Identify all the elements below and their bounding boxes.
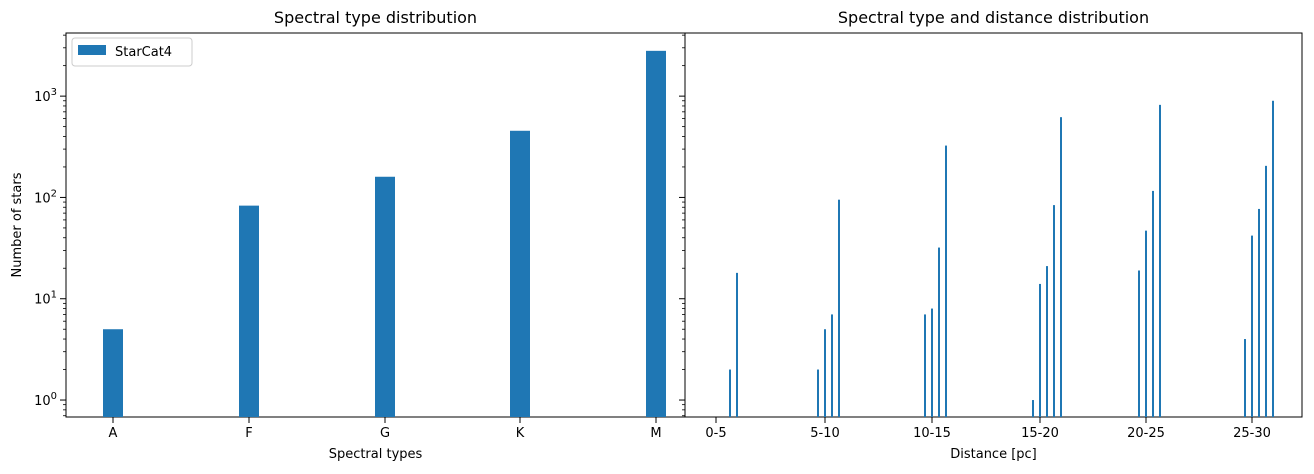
right-x-axis-label: Distance [pc] [950,447,1037,462]
x-tick-label: G [380,426,390,441]
x-tick-label: A [109,426,118,441]
bar-A [103,329,123,417]
bar-10-15-2 [938,247,940,417]
bar-20-25-2 [1152,190,1154,417]
x-tick-label: M [650,426,661,441]
x-tick-label: 10-15 [913,426,951,441]
bar-25-30-3 [1265,165,1267,417]
bar-5-10-1 [824,329,826,417]
bar-15-20-4 [1060,117,1062,417]
bar-5-10-2 [831,314,833,417]
x-tick-label: 15-20 [1021,426,1059,441]
bar-K [510,130,530,418]
left-panel: Spectral type distribution Spectral type… [10,8,686,462]
legend-swatch [78,45,106,55]
bar-15-20-1 [1039,283,1041,417]
bar-15-20-2 [1046,266,1048,417]
bar-25-30-2 [1258,208,1260,417]
x-tick-label: K [516,426,525,441]
bar-15-20-0 [1032,400,1034,417]
bar-20-25-0 [1138,270,1140,417]
bar-5-10-0 [817,369,819,417]
bar-25-30-4 [1272,100,1274,418]
bar-10-15-3 [945,145,947,417]
bar-5-10-3 [838,199,840,417]
legend: StarCat4 [71,37,193,67]
y-tick-label: 103 [34,87,57,105]
bar-0-5-4 [736,272,738,417]
bar-25-30-0 [1244,339,1246,417]
bar-M [646,50,666,417]
left-y-axis-label: Number of stars [10,172,25,277]
bar-10-15-0 [924,314,926,417]
y-tick-label: 100 [34,391,57,409]
bar-25-30-1 [1251,235,1253,417]
right-panel: Spectral type and distance distribution … [679,8,1303,462]
left-x-axis-label: Spectral types [329,447,423,462]
legend-label: StarCat4 [115,45,172,60]
bar-10-15-1 [931,308,933,417]
right-chart-title: Spectral type and distance distribution [838,8,1149,27]
bar-15-20-3 [1053,205,1055,417]
bar-20-25-1 [1145,230,1147,417]
x-tick-label: 5-10 [810,426,840,441]
bar-20-25-3 [1159,104,1161,418]
x-tick-label: F [245,426,252,441]
x-tick-label: 25-30 [1233,426,1271,441]
bar-0-5-3 [729,369,731,417]
x-tick-label: 0-5 [705,426,726,441]
y-tick-label: 102 [34,188,57,206]
left-chart-title: Spectral type distribution [274,8,477,27]
right-axes-frame [684,32,1303,418]
x-tick-label: 20-25 [1127,426,1165,441]
y-tick-label: 101 [34,290,57,308]
bar-G [375,176,395,417]
bar-F [239,205,259,417]
